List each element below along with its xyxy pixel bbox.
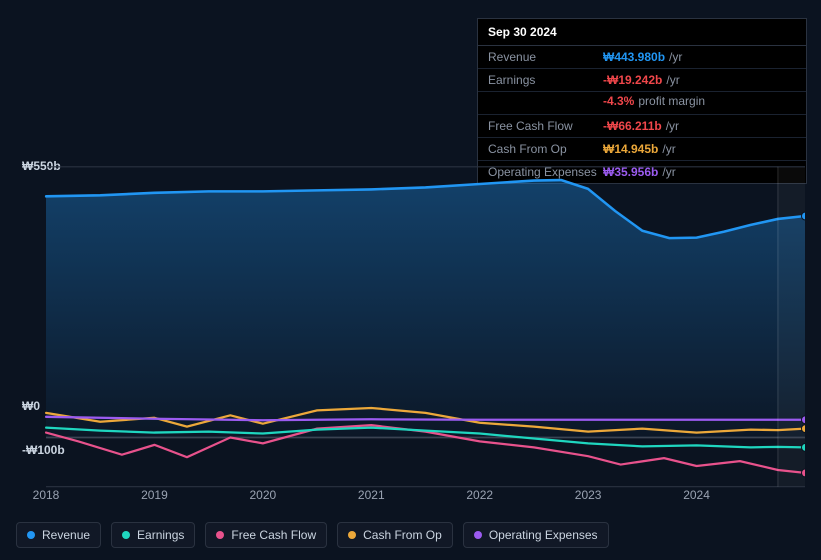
legend-label: Operating Expenses <box>489 528 598 542</box>
tooltip-metric-label: Earnings <box>488 73 603 87</box>
legend-dot-icon <box>122 531 130 539</box>
tooltip-metric-value: ₩14.945b <box>603 142 658 156</box>
x-axis-label: 2019 <box>141 488 168 502</box>
operating_expenses-end-marker <box>802 416 806 424</box>
tooltip-metric-value: ₩443.980b <box>603 50 665 64</box>
tooltip-date: Sep 30 2024 <box>478 19 806 46</box>
legend-item-cash-from-op[interactable]: Cash From Op <box>337 522 453 548</box>
chart-legend: Revenue Earnings Free Cash Flow Cash From O… <box>16 522 609 548</box>
legend-item-earnings[interactable]: Earnings <box>111 522 195 548</box>
free_cash_flow-end-marker <box>802 469 806 477</box>
tooltip-subrow: -4.3% profit margin <box>478 92 806 115</box>
tooltip-submetric-value: -4.3% <box>603 94 634 108</box>
legend-dot-icon <box>216 531 224 539</box>
revenue-end-marker <box>802 212 806 220</box>
x-axis-labels: 2018201920202021202220232024 <box>46 488 821 508</box>
tooltip-metric-label: Free Cash Flow <box>488 119 603 133</box>
tooltip-metric-suffix: /yr <box>666 119 679 133</box>
earnings-end-marker <box>802 443 806 451</box>
tooltip-submetric-text: profit margin <box>638 94 705 108</box>
legend-dot-icon <box>27 531 35 539</box>
cash_from_op-end-marker <box>802 425 806 433</box>
legend-label: Earnings <box>137 528 184 542</box>
x-axis-label: 2022 <box>466 488 493 502</box>
x-axis-label: 2024 <box>683 488 710 502</box>
tooltip-row: Revenue₩443.980b/yr <box>478 46 806 69</box>
legend-item-revenue[interactable]: Revenue <box>16 522 101 548</box>
legend-dot-icon <box>474 531 482 539</box>
tooltip-metric-label: Revenue <box>488 50 603 64</box>
tooltip-row: Free Cash Flow-₩66.211b/yr <box>478 115 806 138</box>
tooltip-metric-suffix: /yr <box>669 50 682 64</box>
x-axis-label: 2020 <box>249 488 276 502</box>
tooltip-metric-suffix: /yr <box>666 73 679 87</box>
x-axis-label: 2021 <box>358 488 385 502</box>
tooltip-metric-label: Cash From Op <box>488 142 603 156</box>
tooltip-metric-value: -₩19.242b <box>603 73 662 87</box>
chart-container: Sep 30 2024 Revenue₩443.980b/yrEarnings-… <box>0 0 821 560</box>
x-axis-label: 2018 <box>33 488 60 502</box>
legend-label: Cash From Op <box>363 528 442 542</box>
line-chart <box>16 160 805 516</box>
legend-label: Free Cash Flow <box>231 528 316 542</box>
x-axis-label: 2023 <box>575 488 602 502</box>
tooltip-metric-value: -₩66.211b <box>603 119 662 133</box>
tooltip-row: Earnings-₩19.242b/yr <box>478 69 806 92</box>
legend-label: Revenue <box>42 528 90 542</box>
legend-item-free-cash-flow[interactable]: Free Cash Flow <box>205 522 327 548</box>
legend-item-operating-expenses[interactable]: Operating Expenses <box>463 522 609 548</box>
revenue-area <box>46 180 805 437</box>
tooltip-metric-suffix: /yr <box>662 142 675 156</box>
legend-dot-icon <box>348 531 356 539</box>
tooltip-row: Cash From Op₩14.945b/yr <box>478 138 806 161</box>
chart-plot-area <box>16 160 805 516</box>
